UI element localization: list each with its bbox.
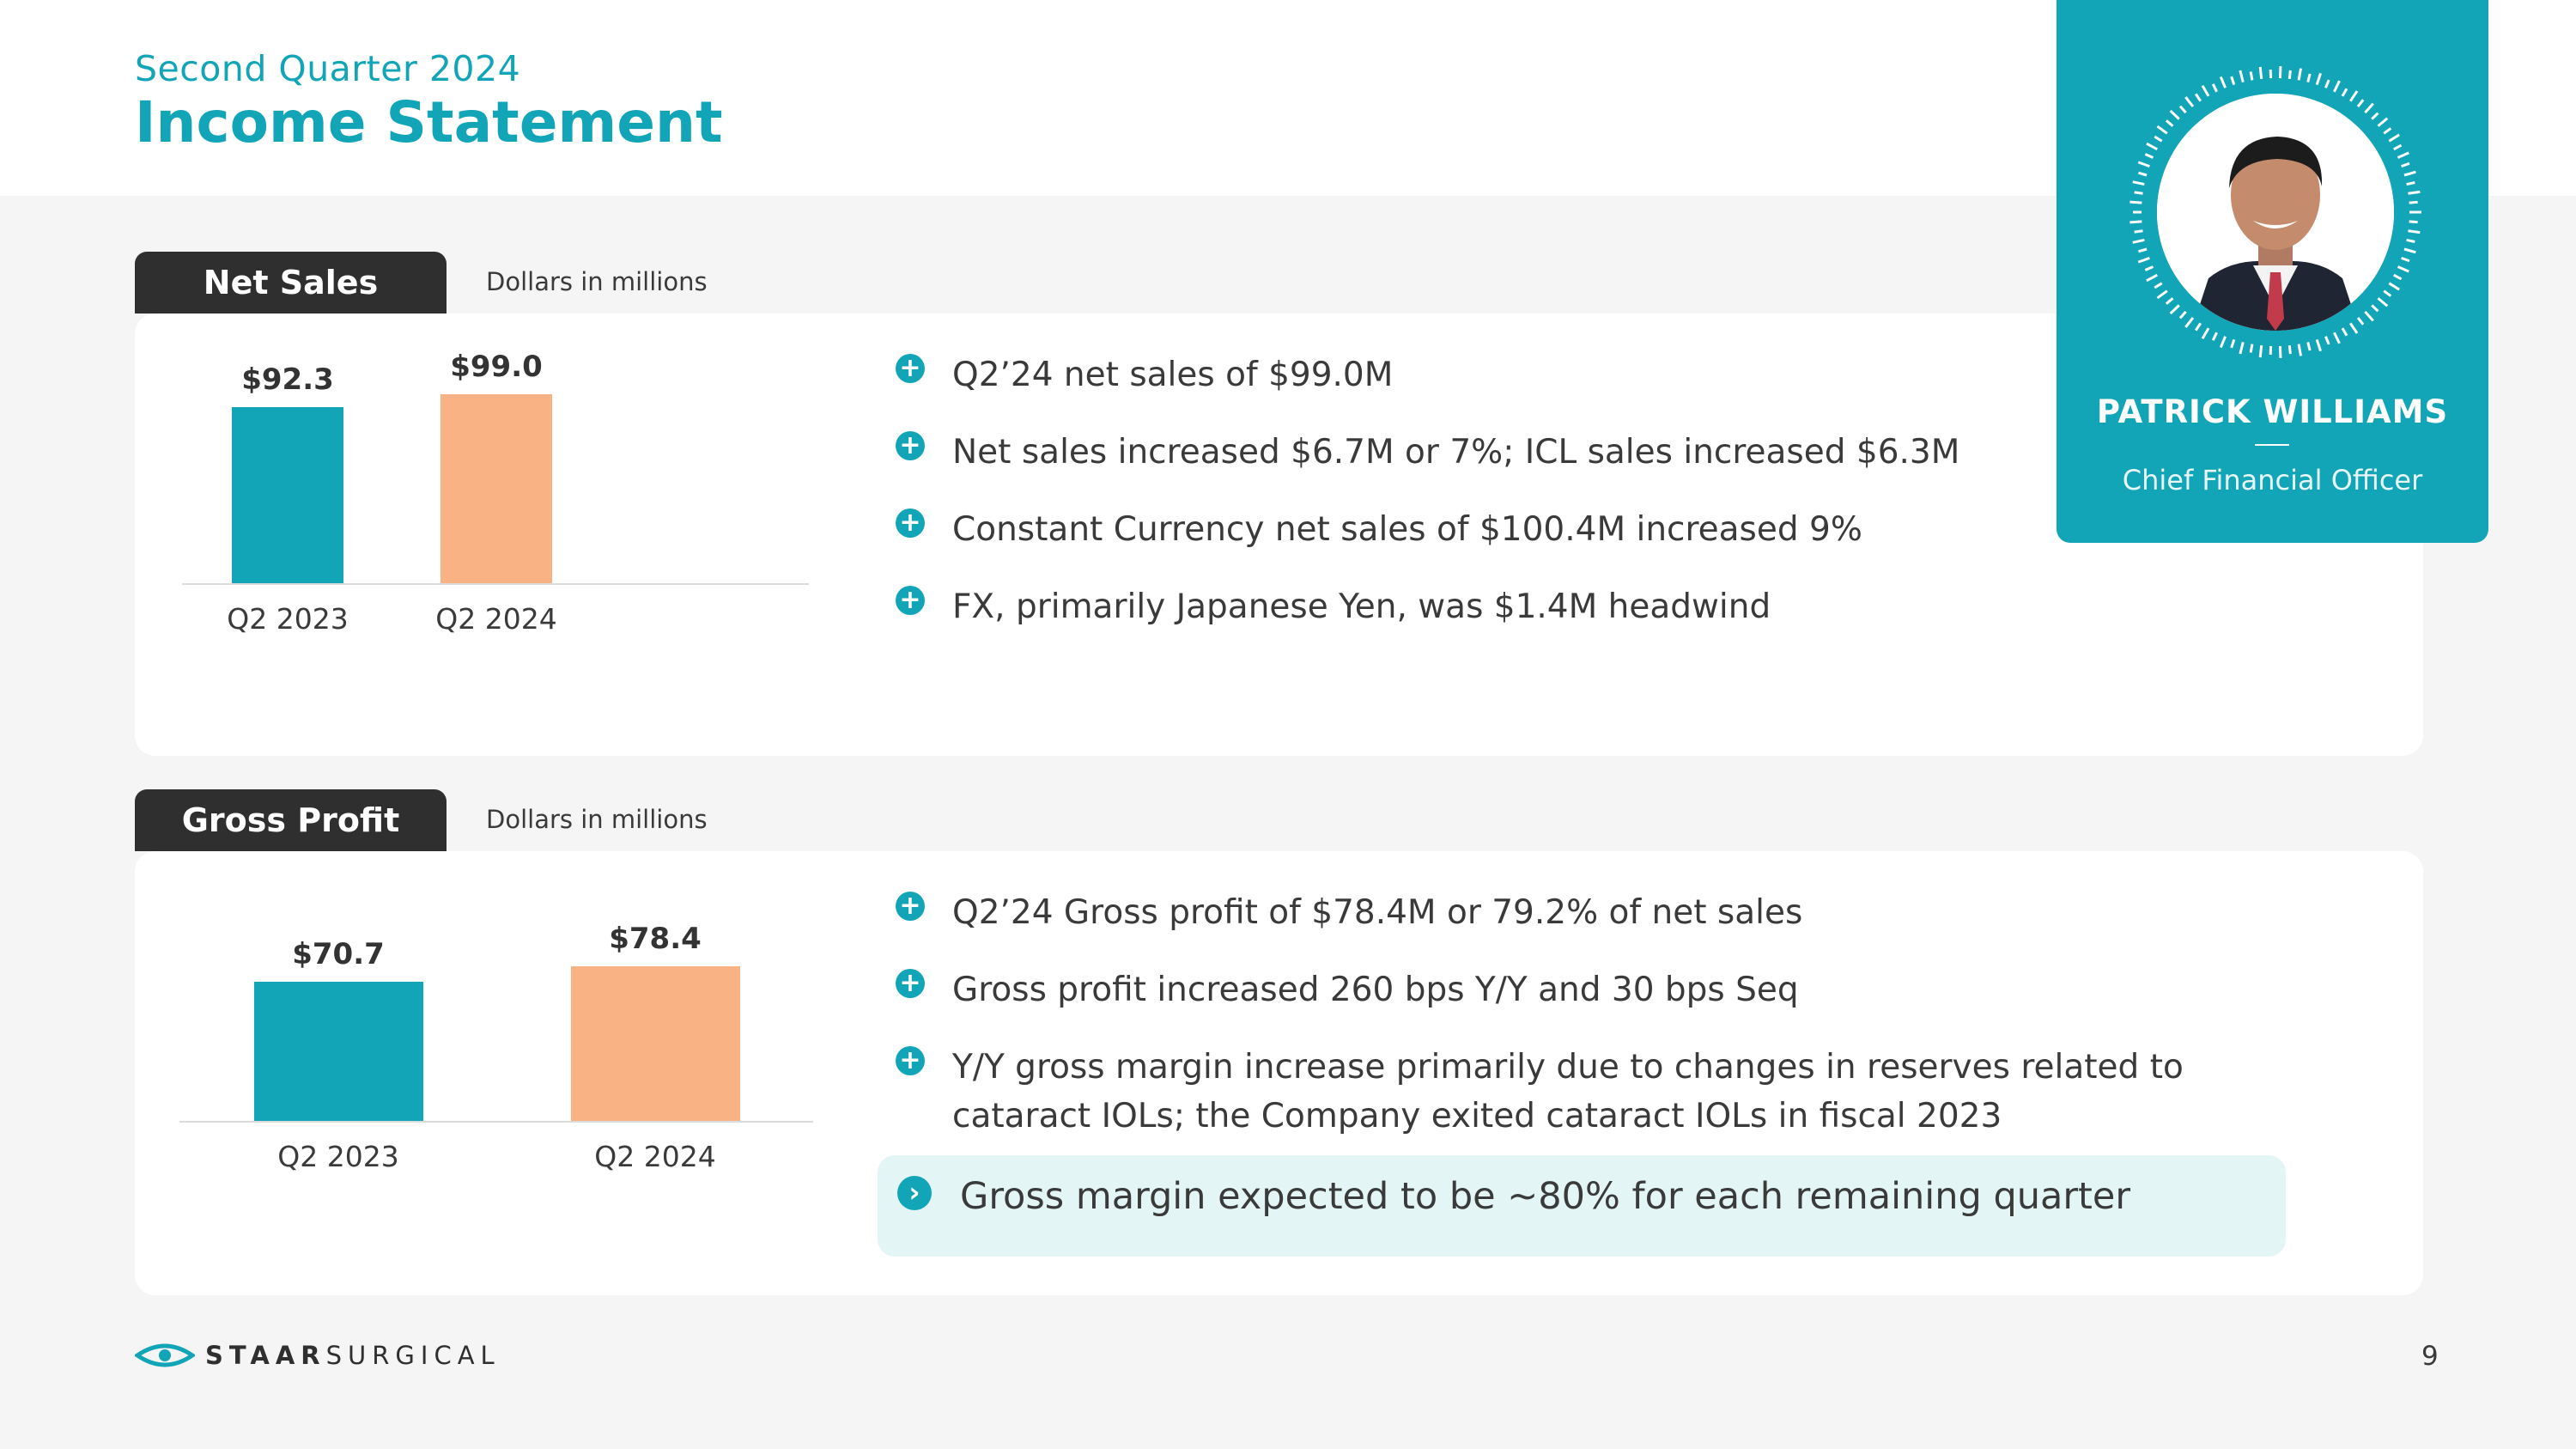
net-sales-bullet: + Net sales increased $6.7M or 7%; ICL s… [896,428,1959,477]
net-sales-data-label: $99.0 [450,350,543,384]
net-sales-panel: $92.3 Q2 2023 $99.0 Q2 2024 [135,314,2423,756]
net-sales-bullet: + Q2’24 net sales of $99.0M [896,350,1393,399]
plus-circle-icon: + [896,431,925,460]
net-sales-data-label: $92.3 [241,362,334,397]
net-sales-bullet: + Constant Currency net sales of $100.4M… [896,505,1862,554]
net-sales-category-label: Q2 2023 [227,602,349,636]
net-sales-tab: Net Sales [135,252,447,314]
company-logo: STAARSURGICAL [135,1340,501,1371]
logo-text-bold: STAAR [205,1341,326,1370]
plus-circle-icon: + [896,1046,925,1075]
gross-profit-category-label: Q2 2024 [594,1140,716,1173]
gross-profit-data-label: $78.4 [609,922,702,956]
plus-circle-icon: + [896,354,925,383]
gross-profit-bullet: + Q2’24 Gross profit of $78.4M or 79.2% … [896,888,1802,937]
page-subtitle: Second Quarter 2024 [135,48,521,89]
avatar [2157,94,2394,331]
logo-text-light: SURGICAL [325,1341,501,1370]
gross-profit-bar-q2-2023 [253,981,423,1121]
gross-profit-bullet: + Y/Y gross margin increase primarily du… [896,1043,2304,1141]
gross-profit-bullet: + Gross profit increased 260 bps Y/Y and… [896,965,1799,1014]
net-sales-bar-q2-2023 [232,406,343,583]
net-sales-bar-q2-2024 [440,394,552,583]
chevron-right-circle-icon: › [897,1176,932,1210]
gross-profit-category-label: Q2 2023 [277,1140,399,1173]
gross-profit-data-label: $70.7 [292,936,385,971]
page-number: 9 [2421,1341,2439,1372]
eye-logo-icon [135,1343,195,1367]
plus-circle-icon: + [896,586,925,615]
callout-text: Gross margin expected to be ~80% for eac… [960,1175,2131,1218]
avatar-ring [2129,66,2421,358]
speaker-name: PATRICK WILLIAMS [2096,393,2449,430]
speaker-card: PATRICK WILLIAMS Chief Financial Officer [2057,0,2488,543]
plus-circle-icon: + [896,892,925,921]
net-sales-category-label: Q2 2024 [435,602,557,636]
divider [2255,444,2289,446]
net-sales-unit-note: Dollars in millions [486,267,708,296]
gross-profit-tab: Gross Profit [135,789,447,851]
page-title: Income Statement [135,89,723,155]
gross-profit-unit-note: Dollars in millions [486,805,708,834]
net-sales-chart: $92.3 Q2 2023 $99.0 Q2 2024 [135,314,908,756]
gross-profit-chart-axis [179,1121,813,1123]
plus-circle-icon: + [896,508,925,538]
avatar-photo [2157,94,2394,331]
gross-margin-callout: › Gross margin expected to be ~80% for e… [878,1155,2286,1257]
gross-profit-chart: $70.7 Q2 2023 $78.4 Q2 2024 [135,851,908,1295]
net-sales-bullet: + FX, primarily Japanese Yen, was $1.4M … [896,582,1771,631]
speaker-role: Chief Financial Officer [2122,464,2423,496]
gross-profit-bar-q2-2024 [570,966,740,1121]
plus-circle-icon: + [896,969,925,998]
net-sales-chart-axis [182,583,809,585]
